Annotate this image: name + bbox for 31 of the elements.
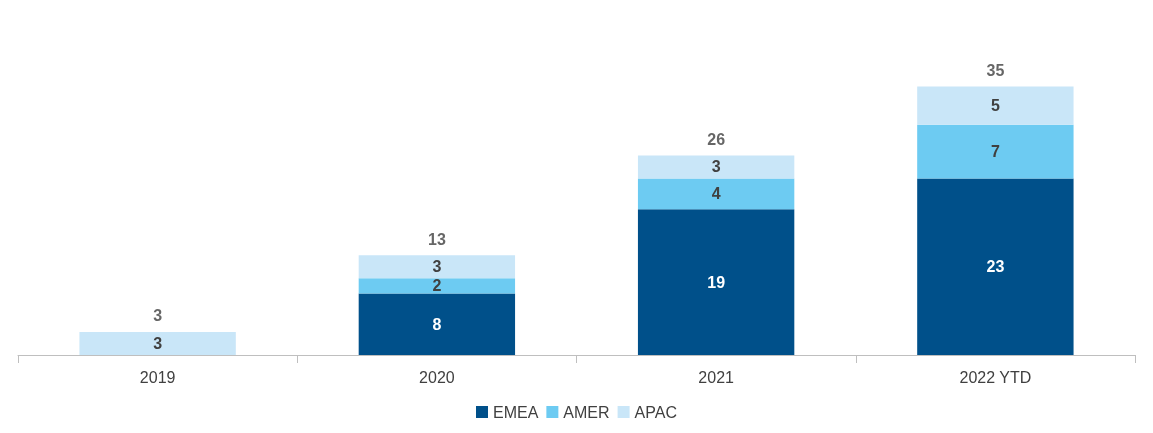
data-label: 5: [990, 97, 1000, 115]
data-label: 2: [432, 277, 442, 295]
data-label: 7: [990, 143, 1000, 161]
data-label: 3: [711, 158, 721, 176]
total-label: 35: [986, 61, 1005, 79]
bar: [917, 178, 1074, 355]
total-label: 26: [707, 130, 726, 148]
data-label: 3: [432, 258, 442, 276]
total-label: 3: [153, 307, 163, 325]
x-tick-label: 2019: [139, 368, 176, 386]
x-tick-label: 2020: [419, 368, 455, 386]
data-label: 8: [432, 315, 442, 333]
bar: [917, 124, 1074, 179]
data-label: 3: [153, 334, 163, 352]
x-tick-label: 2021: [698, 368, 735, 386]
legend-label: EMEA: [493, 403, 539, 421]
bar: [917, 86, 1074, 125]
bar: [637, 178, 795, 210]
bar: [637, 209, 795, 355]
data-label: 19: [707, 273, 726, 291]
bar: [79, 331, 236, 355]
legend-label: AMER: [563, 403, 610, 421]
data-label: 23: [986, 258, 1005, 276]
bar: [358, 278, 516, 294]
bar: [358, 255, 516, 279]
x-tick-label: 2022 YTD: [959, 368, 1032, 386]
data-label: 4: [711, 185, 721, 203]
bar: [637, 155, 795, 179]
bar: [358, 293, 516, 355]
legend-label: APAC: [634, 403, 677, 421]
total-label: 13: [427, 230, 446, 248]
